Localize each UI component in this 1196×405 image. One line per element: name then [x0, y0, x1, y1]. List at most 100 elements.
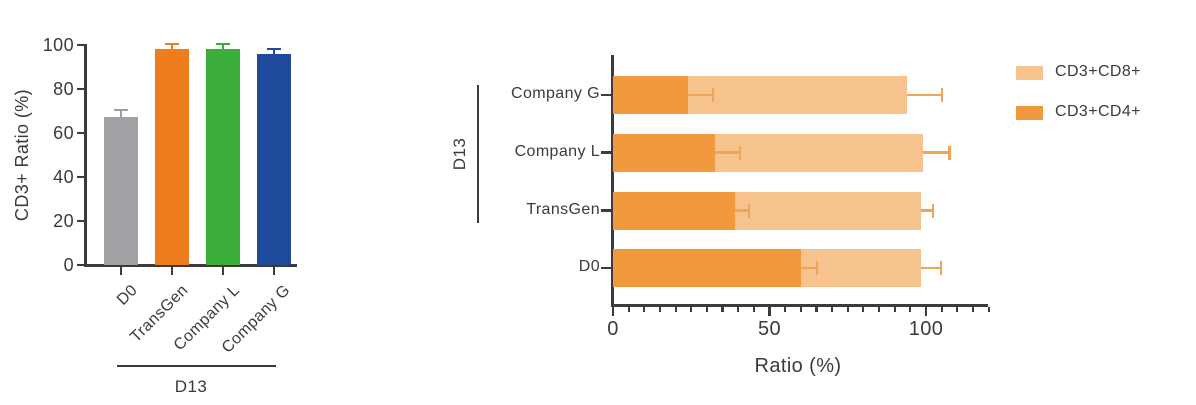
right-x-axis-line: [610, 303, 988, 307]
left-x-tick-company-g: [272, 266, 276, 275]
right-x-tick-70: [831, 306, 834, 312]
left-y-tick-label-80: 80: [53, 79, 74, 100]
bar-d0: [104, 116, 138, 266]
right-x-axis-label: Ratio (%): [754, 355, 842, 377]
right-y-tick-transgen: [601, 209, 611, 212]
stacked-bar-company-g-cd4-segment: [613, 76, 689, 114]
left-x-tick-d0: [119, 266, 123, 275]
left-y-tick-label-20: 20: [53, 211, 74, 232]
left-y-tick-40: [76, 176, 85, 179]
error-bar-d0: [119, 110, 123, 117]
error-cap-d0-total: [939, 261, 942, 275]
right-x-tick-45: [752, 306, 755, 312]
error-bar-company-l: [221, 44, 225, 49]
right-x-tick-40: [737, 306, 740, 312]
right-y-tick-company-g: [601, 93, 611, 97]
left-y-tick-label-60: 60: [53, 123, 74, 144]
right-x-tick-0: [611, 306, 615, 316]
right-x-tick-15: [658, 306, 662, 312]
right-x-tick-95: [909, 306, 912, 312]
bar-company-l: [206, 48, 240, 266]
right-y-tick-d0: [601, 266, 611, 270]
error-bar-company-g-cd4: [688, 93, 714, 97]
right-x-tick-label-100: 100: [908, 318, 944, 340]
error-bar-transgen-total: [921, 209, 934, 212]
error-cap-company-l-total: [948, 145, 951, 160]
legend-label-cd8: CD3+CD8+: [1055, 63, 1141, 80]
left-x-category-label-d0: D0: [113, 281, 141, 309]
right-x-tick-60: [799, 306, 802, 312]
error-bar-company-g: [272, 48, 276, 55]
right-y-tick-company-l: [601, 151, 611, 154]
left-group-line: [117, 365, 276, 368]
right-x-tick-35: [721, 306, 724, 312]
right-x-tick-120: [987, 306, 990, 312]
right-x-tick-90: [893, 306, 896, 312]
left-y-tick-label-0: 0: [63, 255, 74, 276]
right-y-category-label-company-l: Company L: [514, 142, 600, 160]
left-y-tick-100: [76, 44, 85, 47]
error-bar-transgen-cd4: [735, 209, 750, 212]
error-cap-d0-cd4: [816, 261, 819, 275]
right-x-tick-10: [643, 306, 646, 312]
right-x-tick-85: [877, 306, 881, 312]
right-x-tick-55: [784, 306, 787, 312]
right-x-tick-20: [674, 306, 677, 312]
left-y-tick-80: [76, 88, 85, 91]
right-x-tick-label-0: 0: [607, 318, 619, 340]
right-y-category-label-company-g: Company G: [511, 85, 600, 102]
stacked-bar-transgen-cd4-segment: [613, 191, 736, 230]
left-x-tick-company-l: [221, 266, 225, 275]
error-cap-company-l-cd4: [738, 145, 741, 160]
right-x-tick-110: [956, 306, 959, 312]
left-x-axis-line: [84, 264, 297, 267]
error-cap-company-g: [267, 47, 281, 51]
legend-label-cd4: CD3+CD4+: [1055, 103, 1141, 120]
left-y-axis-line: [84, 44, 87, 267]
error-cap-company-g-cd4: [712, 88, 715, 102]
left-y-tick-0: [76, 264, 85, 267]
stacked-bar-transgen-cd8-segment: [735, 191, 922, 230]
error-bar-d0-cd4: [800, 266, 818, 270]
error-cap-d0: [114, 109, 128, 112]
legend-swatch-cd8: [1016, 66, 1043, 80]
left-group-label: D13: [174, 377, 208, 396]
error-cap-transgen: [165, 43, 179, 46]
error-bar-company-l-cd4: [714, 151, 740, 154]
left-y-tick-20: [76, 220, 85, 223]
right-x-tick-30: [705, 306, 708, 312]
right-group-bracket-line: [476, 85, 479, 223]
right-x-tick-label-50: 50: [757, 318, 782, 340]
stacked-bar-company-l-cd4-segment: [613, 133, 715, 172]
left-y-tick-60: [76, 132, 85, 135]
right-x-tick-25: [690, 306, 693, 312]
stacked-bar-d0-cd4-segment: [613, 249, 801, 287]
legend-swatch-cd4: [1016, 106, 1043, 120]
right-x-tick-50: [768, 306, 771, 316]
right-x-tick-5: [627, 306, 630, 312]
right-x-tick-75: [846, 306, 849, 312]
right-y-category-label-transgen: TransGen: [526, 200, 600, 218]
right-y-category-label-d0: D0: [578, 258, 600, 275]
bar-transgen: [155, 49, 189, 266]
error-cap-company-l: [216, 43, 230, 46]
right-x-tick-100: [924, 306, 928, 316]
error-bar-company-l-total: [922, 151, 950, 154]
right-x-tick-105: [940, 306, 943, 312]
right-x-tick-65: [815, 306, 818, 312]
error-bar-transgen: [170, 44, 174, 50]
right-x-tick-80: [862, 306, 865, 312]
error-cap-transgen-total: [932, 203, 935, 218]
stacked-bar-company-g-cd8-segment: [688, 76, 908, 114]
error-bar-d0-total: [921, 266, 941, 270]
right-y-axis-line: [610, 55, 614, 307]
legend: CD3+CD8+ CD3+CD4+: [1010, 55, 1196, 135]
bar-company-g: [257, 54, 291, 266]
left-x-tick-transgen: [170, 266, 174, 275]
stacked-bar-d0-cd8-segment: [800, 249, 922, 287]
error-bar-company-g-total: [907, 93, 942, 97]
left-y-tick-label-100: 100: [42, 35, 74, 56]
right-x-tick-115: [971, 306, 975, 312]
error-cap-company-g-total: [940, 88, 943, 102]
